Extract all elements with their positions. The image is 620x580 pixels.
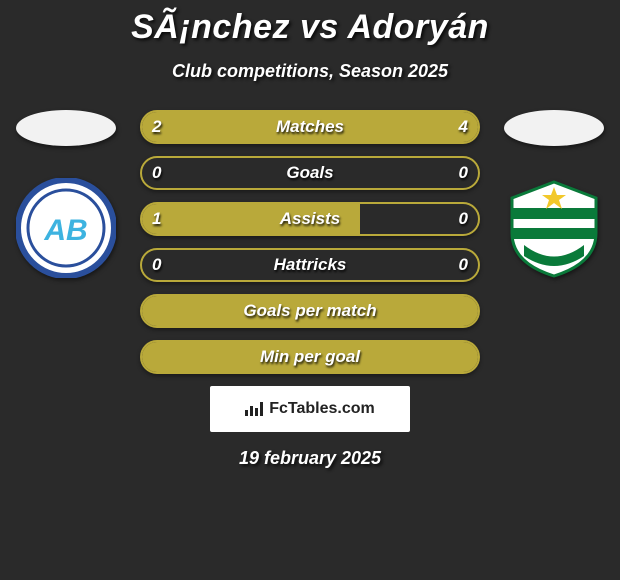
date-text: 19 february 2025 — [0, 448, 620, 469]
stat-row: 00Goals — [140, 156, 480, 190]
stat-label: Goals — [142, 158, 478, 188]
right-player-avatar — [504, 110, 604, 146]
comparison-panel: AB 24Matches 00Goals 10Assists 00Hattricks G… — [0, 110, 620, 374]
stat-label: Matches — [142, 112, 478, 142]
stat-row: 10Assists — [140, 202, 480, 236]
stat-row: 24Matches — [140, 110, 480, 144]
right-club-badge — [504, 186, 604, 270]
page-subtitle: Club competitions, Season 2025 — [0, 61, 620, 82]
left-player-column: AB — [8, 110, 124, 374]
stat-row: Min per goal — [140, 340, 480, 374]
left-club-badge: AB — [16, 186, 116, 270]
chart-icon — [245, 402, 263, 416]
stat-row: 00Hattricks — [140, 248, 480, 282]
page-title: SÃ¡nchez vs Adoryán — [0, 0, 620, 47]
stat-row: Goals per match — [140, 294, 480, 328]
stat-label: Assists — [142, 204, 478, 234]
attribution-text: FcTables.com — [269, 400, 375, 418]
right-player-column — [496, 110, 612, 374]
stat-label: Goals per match — [142, 296, 478, 326]
stat-label: Hattricks — [142, 250, 478, 280]
left-player-avatar — [16, 110, 116, 146]
attribution-badge: FcTables.com — [210, 386, 410, 432]
stat-bars: 24Matches 00Goals 10Assists 00Hattricks Goal… — [124, 110, 496, 374]
stat-label: Min per goal — [142, 342, 478, 372]
svg-text:AB: AB — [43, 214, 87, 247]
